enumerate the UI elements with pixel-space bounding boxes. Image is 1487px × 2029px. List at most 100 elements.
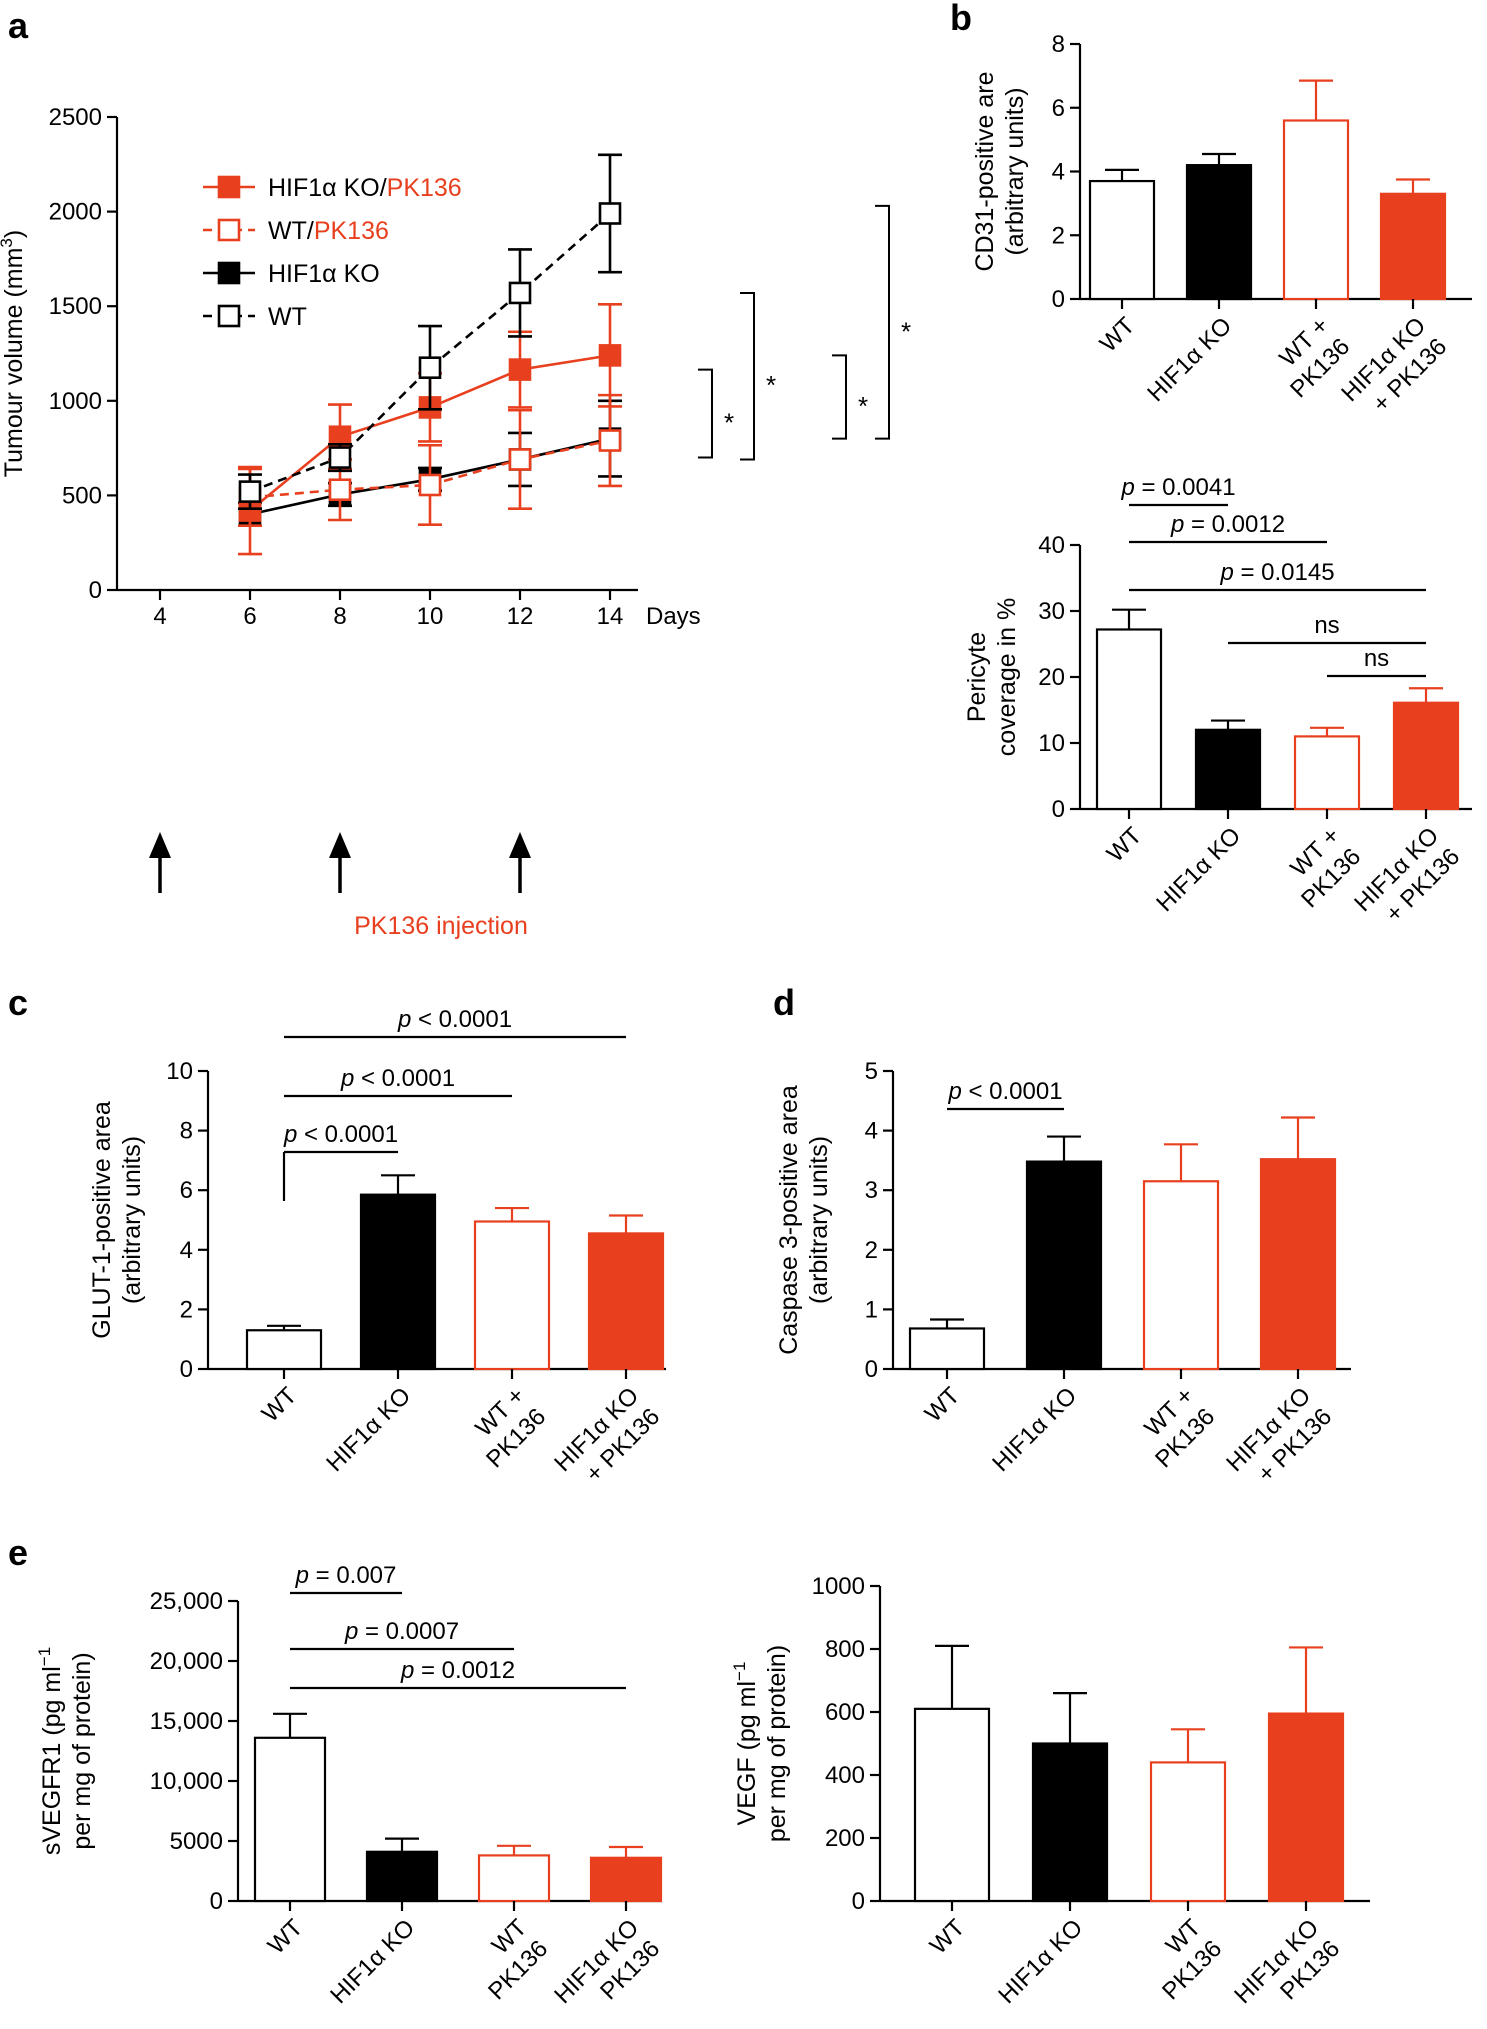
data-point-marker bbox=[418, 473, 442, 497]
p-symbol: p bbox=[1120, 474, 1134, 501]
x-category-label: WT bbox=[1095, 312, 1141, 358]
y-tick-label: 1000 bbox=[812, 1573, 865, 1600]
bar bbox=[1379, 192, 1447, 301]
x-category-label: HIF1α KO bbox=[987, 1382, 1082, 1477]
significance-bracket bbox=[740, 291, 755, 461]
x-category-label: WT bbox=[1102, 822, 1148, 868]
y-tick-label: 0 bbox=[210, 1888, 223, 1915]
y-axis-title: per mg of protein) bbox=[68, 1652, 96, 1849]
significance-label: ns bbox=[1364, 645, 1389, 672]
data-point-marker bbox=[328, 478, 352, 502]
y-tick-label: 600 bbox=[825, 1699, 865, 1726]
legend-label: HIF1α KO/PK136 bbox=[268, 174, 462, 202]
x-tick-label: 12 bbox=[507, 603, 534, 630]
y-tick-label: 5 bbox=[865, 1058, 878, 1085]
x-category-label: HIF1α KO bbox=[1142, 312, 1237, 407]
y-tick-label: 30 bbox=[1038, 598, 1065, 625]
x-category-label: WT bbox=[257, 1382, 303, 1428]
p-symbol: p bbox=[283, 1121, 297, 1148]
y-tick-label: 4 bbox=[865, 1118, 878, 1145]
bar bbox=[589, 1856, 663, 1903]
significance-bracket bbox=[875, 204, 890, 440]
x-tick-label: 8 bbox=[333, 603, 346, 630]
bar bbox=[477, 1854, 551, 1903]
bar bbox=[1025, 1160, 1103, 1371]
panel-letter-e: e bbox=[8, 1532, 28, 1573]
significance-label: p = 0.0012 bbox=[400, 1657, 515, 1684]
y-axis-title-close: ) bbox=[0, 230, 28, 238]
y-axis-title: Pericyte bbox=[963, 632, 991, 722]
y-tick-label: 10,000 bbox=[150, 1768, 223, 1795]
injection-arrow-head bbox=[329, 832, 351, 858]
bar bbox=[587, 1232, 665, 1371]
y-axis-title: coverage in % bbox=[993, 598, 1021, 756]
bar bbox=[253, 1736, 327, 1903]
x-category-label: WT bbox=[925, 1914, 971, 1960]
y-tick-label: 3 bbox=[865, 1177, 878, 1204]
data-point-marker bbox=[508, 281, 532, 305]
significance-label: p < 0.0001 bbox=[947, 1078, 1062, 1105]
bar bbox=[1194, 728, 1262, 811]
injection-arrow-head bbox=[149, 832, 171, 858]
data-point-marker bbox=[238, 480, 262, 503]
significance-label: ns bbox=[1314, 612, 1339, 639]
p-symbol: p bbox=[340, 1065, 354, 1092]
bar bbox=[1142, 1180, 1220, 1371]
panel-b-cd31-chart: 0 2 4 6 8 CD31-positive are (arbitrary units) W… bbox=[971, 31, 1472, 418]
significance-star: * bbox=[901, 316, 911, 346]
x-tick-label: 6 bbox=[243, 603, 256, 630]
bar bbox=[908, 1327, 986, 1371]
significance-bracket bbox=[832, 354, 847, 440]
y-tick-label: 2 bbox=[1052, 222, 1065, 249]
y-axis-title: per mg of protein) bbox=[763, 1645, 791, 1842]
data-point-marker bbox=[598, 429, 622, 452]
data-point-marker bbox=[418, 356, 442, 379]
bar bbox=[1267, 1712, 1345, 1903]
bar bbox=[365, 1850, 439, 1903]
bar bbox=[245, 1329, 323, 1371]
injection-label: PK136 injection bbox=[354, 912, 528, 940]
y-axis-title: Tumour volume (mm3) bbox=[0, 230, 28, 477]
y-tick-label: 20 bbox=[1038, 664, 1065, 691]
bar bbox=[1392, 701, 1460, 811]
y-tick-label: 10 bbox=[166, 1058, 193, 1085]
legend-marker bbox=[217, 175, 241, 199]
series-line bbox=[249, 212, 611, 493]
p-symbol: p bbox=[344, 1618, 358, 1645]
bar bbox=[1259, 1158, 1337, 1371]
legend-label-highlight: PK136 bbox=[387, 174, 462, 202]
y-tick-label: 8 bbox=[1052, 31, 1065, 58]
y-tick-label: 8 bbox=[180, 1118, 193, 1145]
legend-label: WT bbox=[268, 303, 307, 331]
p-symbol: p bbox=[295, 1562, 309, 1589]
y-tick-label: 1000 bbox=[49, 388, 102, 415]
p-symbol: p bbox=[1219, 559, 1233, 586]
bar bbox=[1149, 1761, 1227, 1903]
y-tick-label: 6 bbox=[1052, 95, 1065, 122]
significance-bracket bbox=[698, 368, 713, 459]
y-tick-label: 0 bbox=[1052, 796, 1065, 823]
y-tick-label: 200 bbox=[825, 1825, 865, 1852]
x-tick-label: 4 bbox=[153, 603, 166, 630]
p-symbol: p bbox=[1170, 511, 1184, 538]
panel-b-pericyte-chart: 0 10 20 30 40 Pericyte coverage in % WT HIF1α KO… bbox=[963, 474, 1472, 928]
p-symbol: p bbox=[400, 1657, 414, 1684]
significance-star: * bbox=[766, 370, 776, 400]
significance-label: p < 0.0001 bbox=[340, 1065, 455, 1092]
data-point-marker bbox=[508, 448, 532, 471]
y-axis-title: (arbitrary units) bbox=[118, 1136, 146, 1304]
panel-c-glut1-chart: 0 2 4 6 8 10 GLUT-1-positive area (arbitrary un… bbox=[88, 1006, 666, 1488]
y-tick-label: 2000 bbox=[49, 199, 102, 226]
panel-letter-b: b bbox=[950, 0, 972, 38]
bar bbox=[473, 1220, 551, 1371]
x-axis-title: Days bbox=[646, 603, 701, 630]
y-tick-label: 5000 bbox=[170, 1828, 223, 1855]
x-category-label: WT bbox=[263, 1914, 309, 1960]
y-axis-title-superscript: 3 bbox=[0, 238, 16, 247]
significance-label: p = 0.0145 bbox=[1219, 559, 1334, 586]
bar bbox=[1088, 179, 1156, 301]
y-tick-label: 0 bbox=[180, 1356, 193, 1383]
x-category-label: WT bbox=[920, 1382, 966, 1428]
y-tick-label: 15,000 bbox=[150, 1708, 223, 1735]
